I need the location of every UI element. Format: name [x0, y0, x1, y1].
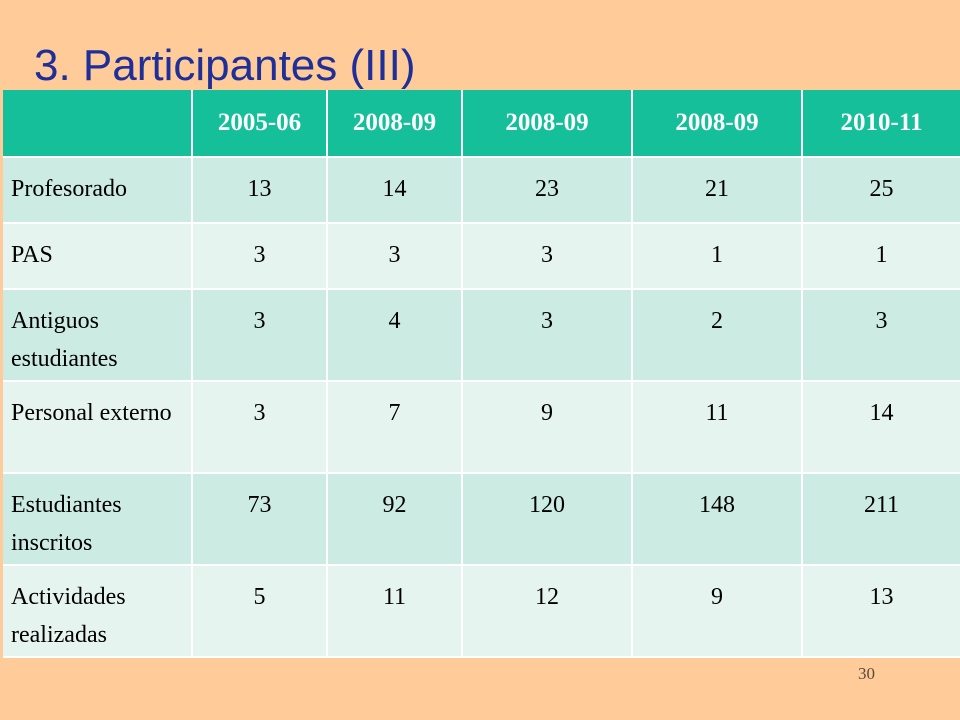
table-cell: 14	[327, 157, 463, 224]
table-cell: 3	[462, 223, 633, 290]
table-row: Estudiantes inscritos 73 92 120 148 211	[3, 473, 960, 566]
table-row: Actividades realizadas 5 11 12 9 13	[3, 565, 960, 658]
table-cell: 7	[327, 381, 463, 474]
row-label: Estudiantes inscritos	[3, 473, 193, 566]
table-cell: 3	[192, 381, 328, 474]
table-cell: 11	[327, 565, 463, 658]
table-cell: 3	[462, 289, 633, 382]
table-cell: 4	[327, 289, 463, 382]
table-cell: 21	[632, 157, 803, 224]
table-cell: 211	[802, 473, 960, 566]
table-cell: 11	[632, 381, 803, 474]
table-cell: 148	[632, 473, 803, 566]
row-label: Profesorado	[3, 157, 193, 224]
column-header-year: 2008-09	[632, 90, 803, 158]
row-label: Actividades realizadas	[3, 565, 193, 658]
table-row: Personal externo 3 7 9 11 14	[3, 381, 960, 474]
table-row: Profesorado 13 14 23 21 25	[3, 157, 960, 224]
column-header-year: 2008-09	[327, 90, 463, 158]
table-cell: 13	[192, 157, 328, 224]
table-cell: 5	[192, 565, 328, 658]
row-label: Antiguos estudiantes	[3, 289, 193, 382]
table-cell: 14	[802, 381, 960, 474]
table-cell: 3	[192, 289, 328, 382]
table-cell: 9	[632, 565, 803, 658]
table-cell: 73	[192, 473, 328, 566]
table-cell: 120	[462, 473, 633, 566]
table-cell: 3	[327, 223, 463, 290]
page-number: 30	[858, 664, 875, 683]
row-label: PAS	[3, 223, 193, 290]
table-cell: 3	[192, 223, 328, 290]
table-cell: 13	[802, 565, 960, 658]
table-cell: 92	[327, 473, 463, 566]
column-header-year: 2010-11	[802, 90, 960, 158]
column-header-empty	[3, 90, 193, 158]
table-cell: 1	[632, 223, 803, 290]
table-cell: 3	[802, 289, 960, 382]
table-row: PAS 3 3 3 1 1	[3, 223, 960, 290]
participants-table: 2005-06 2008-09 2008-09 2008-09 2010-11 …	[3, 90, 960, 658]
table-header-row: 2005-06 2008-09 2008-09 2008-09 2010-11	[3, 90, 960, 158]
table-cell: 25	[802, 157, 960, 224]
table-cell: 9	[462, 381, 633, 474]
column-header-year: 2005-06	[192, 90, 328, 158]
table-cell: 23	[462, 157, 633, 224]
table-cell: 12	[462, 565, 633, 658]
table-cell: 2	[632, 289, 803, 382]
table-row: Antiguos estudiantes 3 4 3 2 3	[3, 289, 960, 382]
slide-title: 3. Participantes (III)	[34, 41, 416, 90]
table-cell: 1	[802, 223, 960, 290]
row-label: Personal externo	[3, 381, 193, 474]
column-header-year: 2008-09	[462, 90, 633, 158]
